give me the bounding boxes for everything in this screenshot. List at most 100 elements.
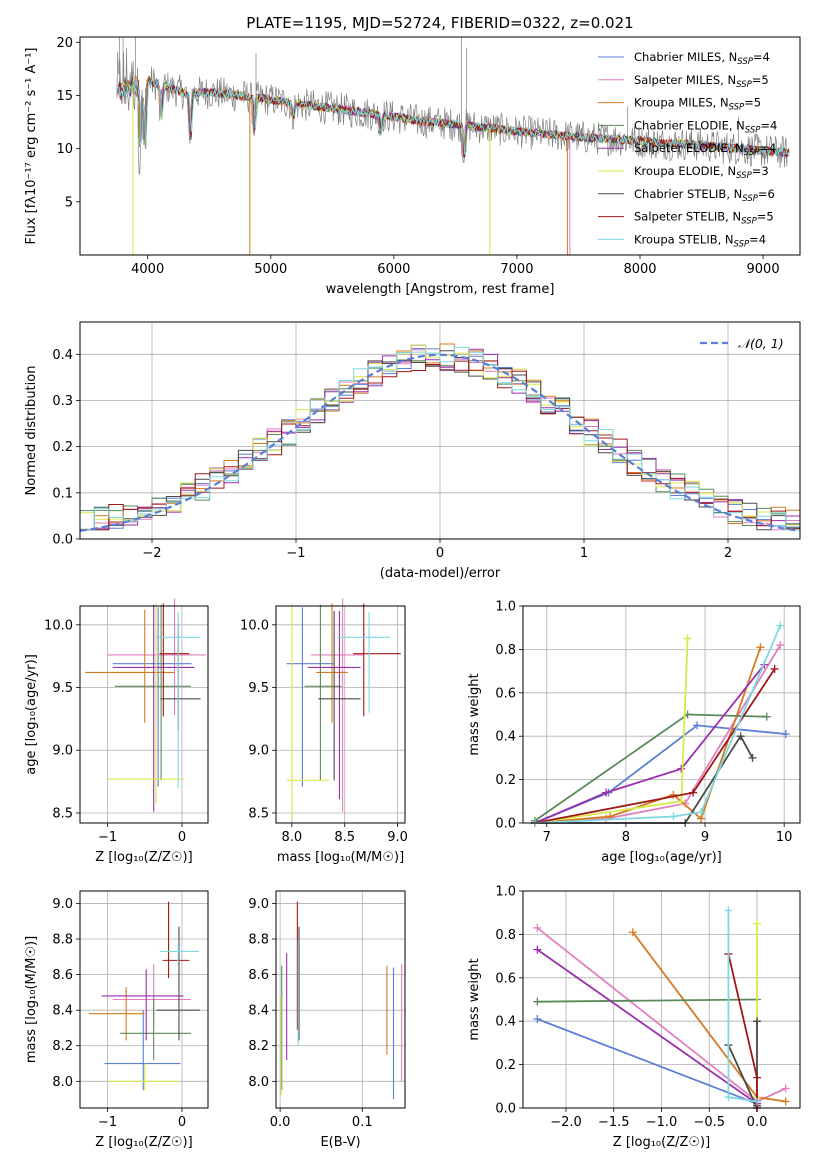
axes-frame xyxy=(522,605,801,824)
weight-marker-chabrier-miles xyxy=(781,730,790,739)
legend-label-chabrier-elodie: Chabrier ELODIE, NSSP=4 xyxy=(634,118,777,135)
legend-label-main: Kroupa MILES, N xyxy=(634,96,729,110)
legend-label-sub: SSP xyxy=(737,57,753,67)
legend-label-sub: SSP xyxy=(745,125,761,135)
weight-marker-salpeter-stelib xyxy=(689,788,698,797)
axes-age_vs_Z: −1 0 8.5 9.0 9.5 10.0 Z [log₁₀(Z/Z☉)] age [log₁… xyxy=(24,598,209,865)
x-tick-label: −1 xyxy=(98,1115,117,1130)
errorbars-age_vs_mass xyxy=(286,598,401,818)
legend-label-salpeter-miles: Salpeter MILES, NSSP=5 xyxy=(634,73,769,90)
weight-marker-kroupa-miles xyxy=(781,1097,790,1106)
legend-label-chabrier-stelib: Chabrier STELIB, NSSP=6 xyxy=(634,187,775,204)
weight-marker-chabrier-elodie xyxy=(762,712,771,721)
x-tick-label: 10 xyxy=(776,830,793,845)
y-tick-label: 15 xyxy=(56,89,73,104)
legend-label-suffix: =3 xyxy=(752,164,769,178)
legend-label-main: Kroupa STELIB, N xyxy=(634,232,734,246)
x-tick-label: −1.5 xyxy=(598,1115,630,1130)
weight-marker-kroupa-stelib xyxy=(669,812,678,821)
x-axis-label: wavelength [Angstrom, rest frame] xyxy=(326,282,555,297)
x-axis-label: Z [log₁₀(Z/Z☉)] xyxy=(95,1135,192,1150)
x-tick-label: 0 xyxy=(436,546,444,561)
weight-line-chabrier-miles xyxy=(536,1018,758,1105)
y-tick-label: 0.0 xyxy=(495,817,516,832)
legend-label-chabrier-miles: Chabrier MILES, NSSP=4 xyxy=(634,50,770,67)
weight-line-chabrier-stelib xyxy=(727,1021,758,1109)
weight-marker-chabrier-stelib xyxy=(736,732,745,741)
y-tick-label: 0.6 xyxy=(495,686,516,701)
weight-marker-kroupa-elodie xyxy=(683,634,692,643)
x-axis-label: mass [log₁₀(M/M☉)] xyxy=(277,850,404,865)
x-tick-label: 1 xyxy=(580,546,588,561)
weight-marker-chabrier-miles xyxy=(693,721,702,730)
weight-marker-chabrier-stelib xyxy=(748,753,757,762)
weight-marker-kroupa-stelib xyxy=(776,621,785,630)
y-tick-label: 0.2 xyxy=(495,773,516,788)
axes-frame xyxy=(275,605,406,824)
y-tick-label: 0.4 xyxy=(495,1015,516,1030)
y-tick-label: 10.0 xyxy=(240,618,269,633)
x-tick-label: 9 xyxy=(701,830,709,845)
x-tick-label: 0.0 xyxy=(747,1115,768,1130)
spectrum-model-kroupa-stelib xyxy=(118,73,791,157)
axes-age_vs_mass: 8.0 8.5 9.0 8.5 9.0 9.5 10.0 mass [log₁₀(M/M☉)] xyxy=(240,598,408,865)
legend-label-sub: SSP xyxy=(736,80,752,90)
weight-line-kroupa-stelib xyxy=(727,910,758,1103)
x-tick-label: 9.0 xyxy=(387,830,408,845)
plot-area-mass_vs_ebv xyxy=(276,891,405,1108)
x-tick-label: 4000 xyxy=(131,262,164,277)
legend-label-main: Salpeter ELODIE, N xyxy=(634,141,744,155)
weight-marker-salpeter-miles xyxy=(533,923,542,932)
axes-frame xyxy=(79,890,209,1109)
y-tick-label: 8.0 xyxy=(52,1075,73,1090)
legend-label-main: Salpeter STELIB, N xyxy=(634,210,741,224)
legend-label-main: Kroupa ELODIE, N xyxy=(634,164,736,178)
weight-marker-salpeter-miles xyxy=(781,1084,790,1093)
plot-area-weight_vs_age xyxy=(523,605,800,827)
legend-label-main: Chabrier MILES, N xyxy=(634,50,737,64)
x-tick-label: 7000 xyxy=(500,262,533,277)
x-tick-label: 9000 xyxy=(747,262,780,277)
legend-label-normal: 𝒩(0, 1) xyxy=(738,336,784,351)
y-axis-label: Flux [fλ10⁻¹⁷ erg cm⁻² s⁻¹ A⁻¹] xyxy=(24,48,39,245)
y-tick-label: 0.0 xyxy=(495,1102,516,1117)
weight-line-salpeter-elodie xyxy=(536,948,758,1105)
weight-marker-kroupa-stelib xyxy=(697,808,706,817)
y-tick-label: 9.5 xyxy=(52,681,73,696)
axes-mass_vs_ebv: 0.0 0.1 8.0 8.2 8.4 8.6 8.8 9.0 E(B-V) xyxy=(248,890,406,1150)
legend-label-suffix: =4 xyxy=(760,118,777,132)
y-tick-label: 9.5 xyxy=(248,681,269,696)
weight-marker-kroupa-stelib xyxy=(753,1097,762,1106)
x-tick-label: 0 xyxy=(178,830,186,845)
y-tick-label: 0.1 xyxy=(52,486,73,501)
legend-label-sub: SSP xyxy=(744,148,760,158)
legend-label-suffix: =5 xyxy=(752,73,769,87)
x-tick-label: 0.1 xyxy=(352,1115,373,1130)
weight-marker-chabrier-stelib xyxy=(753,1017,762,1026)
weight-marker-chabrier-elodie xyxy=(533,997,542,1006)
y-tick-label: 0.3 xyxy=(52,394,73,409)
errorbars-mass_vs_Z xyxy=(88,901,200,1091)
legend-label-sub: SSP xyxy=(736,171,752,181)
y-tick-label: 8.2 xyxy=(248,1039,269,1054)
y-tick-label: 8.8 xyxy=(248,933,269,948)
y-axis-label: mass weight xyxy=(467,673,482,755)
legend-label-kroupa-miles: Kroupa MILES, NSSP=5 xyxy=(634,96,761,113)
plot-area-age_vs_Z xyxy=(80,598,208,823)
legend-label-suffix: =4 xyxy=(753,50,770,64)
y-tick-label: 5 xyxy=(65,195,73,210)
legend-label-kroupa-elodie: Kroupa ELODIE, NSSP=3 xyxy=(634,164,769,181)
x-tick-label: 8.5 xyxy=(334,830,355,845)
axes-frame xyxy=(79,36,801,256)
plot-area-residuals xyxy=(80,322,800,540)
legend-label-suffix: =5 xyxy=(744,96,761,110)
axes-residuals: −2 −1 0 1 2 0.0 0.1 0.2 0.3 0.4 (data-model)/error… xyxy=(24,321,801,581)
y-tick-label: 0.8 xyxy=(495,643,516,658)
histogram-kroupa-stelib xyxy=(80,346,800,531)
legend-label-suffix: =6 xyxy=(758,187,775,201)
weight-marker-kroupa-elodie xyxy=(753,919,762,928)
weight-marker-salpeter-elodie xyxy=(533,945,542,954)
x-tick-label: −2.0 xyxy=(550,1115,582,1130)
x-tick-label: 0.0 xyxy=(270,1115,291,1130)
y-tick-label: 10.0 xyxy=(44,618,73,633)
